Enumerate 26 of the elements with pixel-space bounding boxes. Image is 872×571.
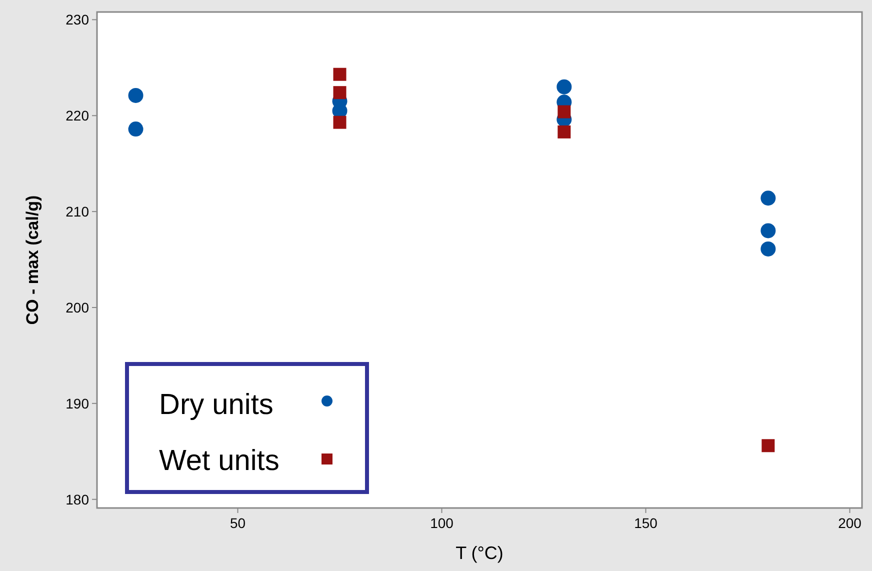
y-tick-label: 200 [66, 299, 90, 316]
point [128, 122, 144, 137]
point [760, 190, 776, 206]
point [333, 86, 346, 100]
y-tick-label: 190 [66, 395, 90, 412]
point [128, 88, 144, 103]
point [333, 68, 346, 81]
x-tick-label: 150 [634, 515, 658, 531]
point [760, 241, 776, 256]
point [333, 116, 346, 129]
point [558, 125, 571, 138]
legend-label: Wet units [159, 445, 280, 478]
x-tick-label: 200 [838, 515, 862, 531]
point [762, 439, 775, 452]
point [558, 105, 571, 118]
point [556, 79, 572, 94]
legend-label: Dry units [159, 389, 274, 422]
x-tick-label: 100 [430, 515, 454, 531]
y-tick-label: 210 [66, 203, 90, 220]
y-axis-title: CO - max (cal/g) [23, 195, 42, 325]
point [760, 223, 776, 238]
x-tick-label: 50 [230, 515, 246, 531]
y-tick-label: 180 [66, 491, 90, 508]
y-tick-label: 230 [66, 12, 90, 28]
x-axis-title: T (°C) [456, 543, 504, 563]
y-tick-label: 220 [66, 108, 90, 124]
